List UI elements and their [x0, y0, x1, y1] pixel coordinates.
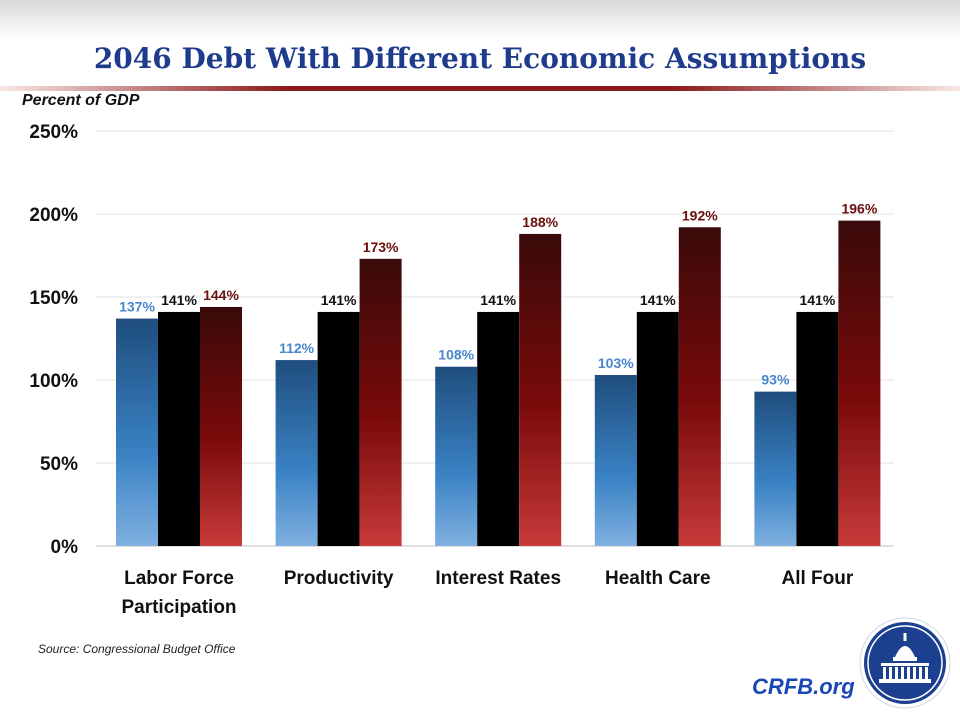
title-divider: [0, 86, 960, 91]
data-label: 112%: [279, 340, 315, 356]
data-label: 196%: [841, 201, 877, 217]
data-label: 188%: [522, 214, 558, 230]
data-label: 93%: [761, 372, 790, 388]
data-label: 108%: [438, 347, 474, 363]
bar: [435, 366, 478, 546]
x-tick-label: All Four: [782, 568, 854, 589]
y-tick-label: 0%: [51, 537, 79, 558]
bar: [796, 311, 839, 546]
data-label: 141%: [640, 292, 676, 308]
bar: [594, 375, 637, 546]
bar: [477, 311, 520, 546]
bar: [754, 391, 797, 546]
y-tick-label: 150%: [29, 288, 78, 309]
data-label: 103%: [598, 355, 634, 371]
data-label: 141%: [480, 292, 516, 308]
y-tick-label: 50%: [40, 454, 78, 475]
bar: [678, 227, 721, 546]
bar: [636, 311, 679, 546]
bar: [838, 220, 881, 546]
x-tick-label: Productivity: [284, 568, 394, 589]
x-tick-label: Participation: [121, 597, 236, 618]
x-tick-label: Labor Force: [124, 568, 234, 589]
y-tick-label: 250%: [29, 122, 78, 143]
bar: [359, 258, 402, 546]
data-label: 144%: [203, 287, 239, 303]
source-note: Source: Congressional Budget Office: [38, 642, 236, 656]
header-background: [0, 0, 960, 40]
data-label: 173%: [363, 239, 399, 255]
data-label: 141%: [799, 292, 835, 308]
data-label: 141%: [161, 292, 197, 308]
x-tick-label: Interest Rates: [435, 568, 561, 589]
bar: [200, 306, 242, 546]
bar: [519, 233, 562, 547]
capitol-seal-logo: [859, 617, 951, 709]
data-label: 141%: [321, 292, 357, 308]
x-tick-label: Health Care: [605, 568, 711, 589]
bar: [275, 360, 318, 546]
brand-link[interactable]: CRFB.org: [752, 674, 855, 699]
bar: [116, 318, 158, 546]
data-label: 192%: [682, 207, 718, 223]
bar: [317, 311, 360, 546]
data-label: 137%: [119, 299, 155, 315]
y-tick-label: 200%: [29, 205, 78, 226]
y-axis-label: Percent of GDP: [22, 92, 140, 109]
bar: [158, 311, 200, 546]
y-tick-label: 100%: [29, 371, 78, 392]
chart-title: 2046 Debt With Different Economic Assump…: [93, 42, 867, 75]
